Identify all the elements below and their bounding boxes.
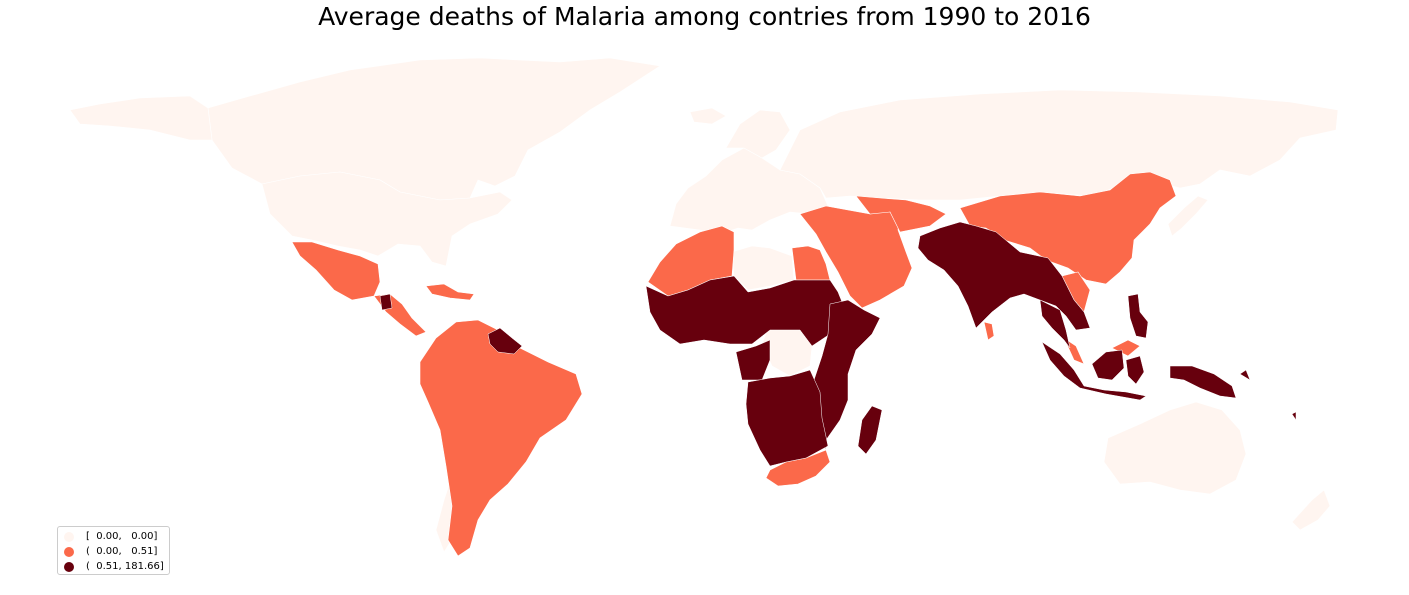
legend-item: [ 0.00, 0.00] (58, 529, 169, 544)
region-iceland (689, 107, 727, 125)
region-sri-lanka (983, 321, 995, 341)
region-central-america-high (379, 293, 393, 311)
region-canada-greenland (207, 57, 661, 201)
region-egypt (791, 245, 831, 281)
legend-swatch-mid (64, 546, 74, 557)
legend-swatch-high (64, 561, 74, 572)
region-east-africa (807, 299, 881, 451)
region-alaska (69, 95, 213, 141)
legend-swatch-low (64, 531, 74, 542)
legend-label: [ 0.00, 0.00] (86, 531, 158, 542)
region-pacific-islands (1239, 369, 1297, 421)
map-legend: [ 0.00, 0.00] ( 0.00, 0.51] ( 0.51, 181.… (57, 526, 170, 575)
legend-label: ( 0.51, 181.66] (86, 561, 164, 572)
region-scandinavia (725, 109, 791, 159)
region-mexico (291, 241, 381, 301)
region-new-guinea (1169, 365, 1237, 399)
region-borneo-north (1111, 339, 1141, 357)
map-title: Average deaths of Malaria among contries… (318, 2, 1091, 31)
legend-item: ( 0.51, 181.66] (58, 559, 169, 574)
region-australia (1103, 401, 1247, 495)
region-middle-east (799, 205, 913, 309)
region-central-asia (855, 195, 947, 233)
region-madagascar (857, 405, 883, 455)
region-usa (261, 171, 513, 267)
region-central-africa (735, 339, 771, 381)
legend-item: ( 0.00, 0.51] (58, 544, 169, 559)
legend-label: ( 0.00, 0.51] (86, 546, 158, 557)
region-borneo (1091, 349, 1125, 381)
region-japan (1167, 195, 1209, 237)
region-southern-africa (745, 369, 829, 467)
region-china (959, 171, 1177, 285)
region-south-america (419, 319, 583, 557)
region-sumatra-java (1041, 341, 1147, 401)
region-caribbean (425, 283, 475, 301)
region-sulawesi (1125, 355, 1145, 385)
region-south-asia (917, 221, 1091, 331)
region-russia (779, 89, 1339, 201)
region-guianas (487, 327, 523, 355)
region-southeast-asia (1039, 299, 1071, 349)
region-new-zealand (1291, 489, 1331, 531)
region-philippines (1127, 293, 1149, 339)
